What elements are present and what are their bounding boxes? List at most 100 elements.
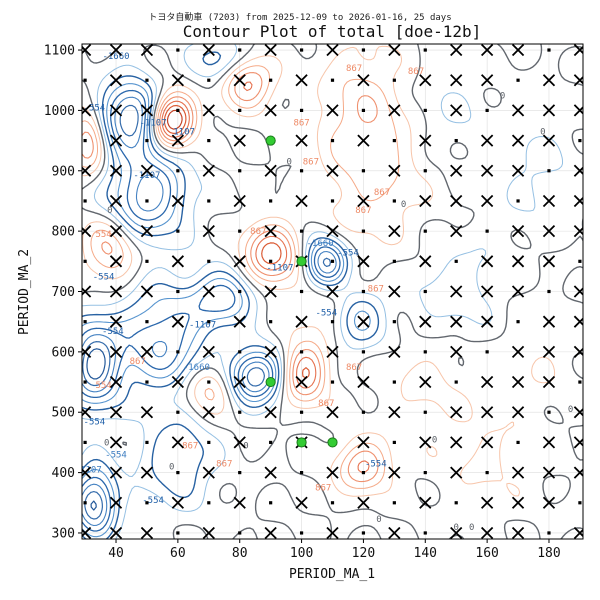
sample-point — [207, 259, 211, 263]
contour-label: -1660 — [102, 52, 129, 62]
sample-x-marker — [109, 345, 123, 359]
best-points — [265, 135, 338, 448]
sample-x-marker — [109, 375, 123, 389]
sample-x-marker — [573, 436, 583, 449]
sample-x-marker — [450, 194, 463, 208]
sample-x-marker — [357, 134, 370, 147]
y-axis-ticks: 300 400 500 600 700 800 900 1000 1100 — [44, 44, 82, 541]
sample-point — [454, 138, 458, 143]
sample-point — [454, 380, 458, 384]
sample-x-marker — [140, 104, 154, 117]
sample-point — [145, 380, 149, 384]
sample-x-marker — [542, 315, 556, 328]
y-tick-label: 400 — [52, 466, 75, 481]
contour-label: -1107 — [133, 171, 160, 181]
sample-x-marker — [82, 224, 92, 238]
sample-point — [176, 289, 180, 294]
sample-x-marker — [264, 345, 277, 359]
sample-x-marker — [295, 315, 308, 328]
sample-point — [299, 410, 304, 414]
sample-x-marker — [419, 496, 432, 509]
contour-level-2 — [82, 104, 331, 520]
sample-point — [361, 169, 366, 173]
sample-x-marker — [573, 44, 583, 57]
sample-point — [207, 78, 211, 82]
sample-x-marker — [109, 466, 123, 479]
sample-point — [299, 531, 304, 535]
sample-x-marker — [326, 104, 339, 117]
sample-point — [238, 229, 242, 233]
sample-x-marker — [357, 436, 370, 449]
sample-point — [423, 108, 427, 113]
sample-x-marker — [295, 375, 308, 389]
sample-x-marker — [480, 315, 494, 328]
sample-markers — [82, 44, 583, 539]
sample-x-marker — [480, 496, 494, 509]
sample-x-marker — [171, 134, 185, 147]
y-tick-label: 700 — [52, 285, 75, 300]
sample-x-marker — [419, 436, 432, 449]
sample-x-marker — [140, 224, 154, 238]
sample-x-marker — [233, 315, 246, 328]
sample-x-marker — [542, 375, 556, 389]
sample-x-marker — [295, 74, 308, 87]
sample-point — [145, 501, 149, 505]
sample-x-marker — [264, 406, 277, 419]
sample-x-marker — [109, 134, 123, 147]
sample-x-marker — [511, 496, 525, 509]
sample-x-marker — [480, 164, 494, 177]
sample-x-marker — [264, 224, 277, 238]
sample-x-marker — [573, 285, 583, 298]
sample-x-marker — [450, 224, 463, 238]
sample-x-marker — [109, 285, 123, 298]
sample-x-marker — [264, 44, 277, 57]
sample-point — [578, 380, 582, 384]
contour-label: 867 — [318, 399, 334, 409]
sample-point — [361, 108, 366, 113]
sample-x-marker — [109, 436, 123, 449]
sample-point — [176, 108, 180, 113]
sample-x-marker — [109, 164, 123, 177]
sample-point — [516, 78, 520, 82]
contour-label: -1660 — [183, 363, 210, 373]
sample-point — [238, 470, 242, 475]
contour-label: 554 — [95, 381, 111, 391]
sample-x-marker — [233, 375, 246, 389]
contour-labels: -1660-554-1107-11070-554-1107-1660-554-5… — [82, 52, 573, 533]
sample-x-marker — [357, 74, 370, 87]
sample-x-marker — [419, 375, 432, 389]
x-tick-label: 100 — [290, 546, 313, 561]
sample-x-marker — [140, 164, 154, 177]
contour-label: -554 — [105, 451, 127, 461]
sample-x-marker — [295, 496, 308, 509]
sample-x-marker — [82, 345, 92, 359]
sample-x-marker — [450, 466, 463, 479]
sample-x-marker — [511, 526, 525, 539]
sample-x-marker — [233, 74, 246, 87]
sample-point — [423, 410, 427, 414]
contour-label: 867 — [346, 64, 362, 74]
sample-point — [299, 108, 304, 113]
sample-x-marker — [109, 526, 123, 539]
sample-x-marker — [140, 466, 154, 479]
sample-point — [269, 501, 273, 505]
contour-label: 867 — [368, 285, 384, 295]
contour-label: -554 — [84, 417, 106, 427]
sample-point — [361, 48, 366, 52]
sample-x-marker — [419, 255, 432, 268]
sample-x-marker — [388, 406, 401, 419]
sample-x-marker — [573, 194, 583, 208]
sample-x-marker — [82, 466, 92, 479]
contour-level-3 — [82, 96, 337, 527]
sample-point — [83, 380, 87, 384]
sample-point — [423, 48, 427, 52]
sample-point — [176, 350, 180, 354]
sample-x-marker — [264, 164, 277, 177]
sample-point — [299, 350, 304, 354]
sample-x-marker — [140, 285, 154, 298]
best-point — [265, 376, 276, 388]
sample-x-marker — [202, 345, 215, 359]
sample-x-marker — [264, 466, 277, 479]
sample-point — [361, 410, 366, 414]
sample-x-marker — [419, 194, 432, 208]
